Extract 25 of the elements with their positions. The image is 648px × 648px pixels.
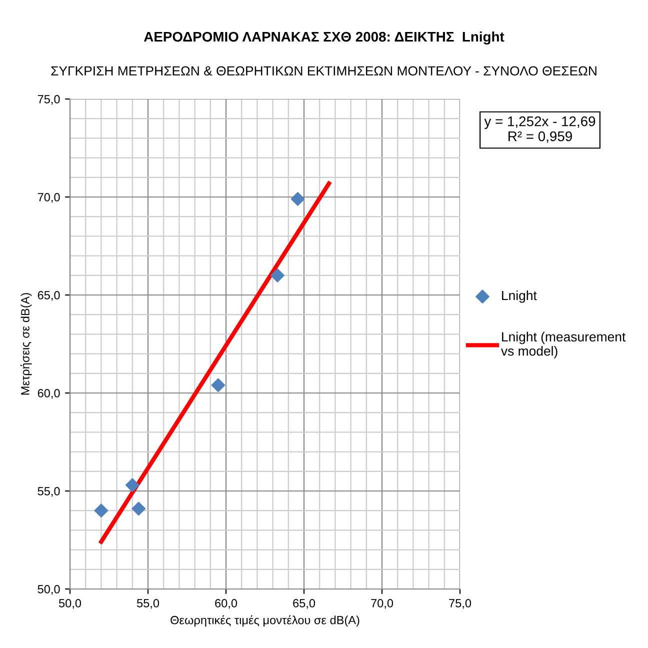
legend-label: Lnight (502, 290, 537, 303)
point (270, 268, 284, 282)
point (125, 478, 140, 492)
chart-subtitle: ΣΥΓΚΡΙΣΗ ΜΕΤΡΗΣΕΩΝ & ΘΕΩΡΗΤΙΚΩΝ ΕΚΤΙΜΗΣΕΩΝ ΜΟΝΤΕΛΟΥ - ΣΥΝΟΛΟ ΘΕΣΕΩΝ (51, 66, 596, 76)
y-tick-label: 65,0 (38, 291, 60, 301)
x-tick-label: 70,0 (371, 599, 394, 609)
x-tick-label: 60,0 (215, 599, 238, 609)
y-axis-title: Μετρήσεις σε dB(A) (20, 293, 32, 395)
legend-label: Lnight (measurement vs model) (501, 332, 626, 358)
text: y = 1,252x - 12,69 R² = 0,959 (484, 116, 596, 143)
point (94, 504, 108, 518)
x-tick-label: 50,0 (58, 599, 82, 609)
chart-title: ΑΕΡΟΔΡΟΜΙΟ ΛΑΡΝΑΚΑΣ ΣΧΘ 2008: ΔΕΙΚΤΗΣ Lnight (144, 31, 504, 45)
y-tick-label: 50,0 (38, 585, 60, 595)
x-tick-label: 65,0 (293, 599, 316, 609)
x-tick-label: 75,0 (449, 599, 472, 609)
point (211, 378, 226, 392)
y-tick-label: 70,0 (38, 193, 60, 203)
y-tick-label: 55,0 (38, 487, 60, 497)
x-tick-label: 55,0 (136, 599, 160, 609)
y-tick-label: 75,0 (38, 95, 60, 105)
point (132, 502, 146, 516)
x-axis-title: Θεωρητικές τιμές μοντέλου σε dB(A) (170, 615, 360, 627)
y-tick-label: 60,0 (38, 389, 60, 399)
point (290, 192, 305, 206)
